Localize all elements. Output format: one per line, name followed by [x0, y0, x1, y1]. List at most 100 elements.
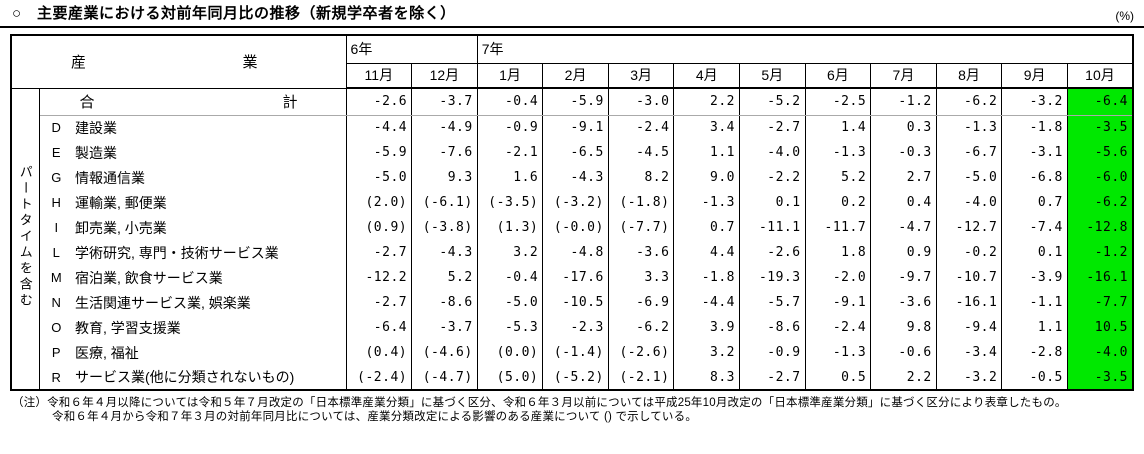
value-cell: -2.2	[739, 165, 806, 190]
industry-name: 運輸業, 郵便業	[75, 194, 167, 211]
value-cell: -1.8	[1001, 115, 1068, 140]
side-label-cell: パートタイムを含む	[11, 88, 40, 390]
industry-row: M 宿泊業, 飲食サービス業 -12.2 5.2 -0.4 -17.6 3.3 -1.8 -19…	[11, 265, 1133, 290]
industry-code: P	[51, 345, 61, 360]
unit-label: (%)	[1115, 9, 1134, 23]
value-cell: -2.4	[804, 315, 871, 340]
industry-code: O	[51, 320, 62, 335]
value-cell: -5.0	[345, 165, 412, 190]
month-header: 4月	[673, 63, 740, 89]
value-cell: -1.3	[804, 340, 871, 365]
value-cell: -2.4	[607, 115, 674, 140]
industry-row: H 運輸業, 郵便業 (2.0) (-6.1) (-3.5) (-3.2) (-1.8) -1…	[11, 190, 1133, 215]
value-cell: -1.3	[804, 140, 871, 165]
value-cell: -7.7	[1066, 290, 1133, 315]
value-cell: -4.0	[739, 140, 806, 165]
year-group-7: 7年	[476, 35, 1133, 64]
value-cell: -3.2	[935, 365, 1002, 390]
value-cell: -6.2	[935, 88, 1002, 116]
value-cell: -3.1	[1001, 140, 1068, 165]
footnote-line-2: 令和６年４月から令和７年３月の対前年同月比については、産業分類改定による影響のあ…	[52, 411, 698, 423]
table-body: パートタイムを含む合計 -2.6 -3.7 -0.4 -5.9 -3.0 2.2 -5.2 -2…	[11, 88, 1133, 390]
value-cell: 5.2	[411, 265, 478, 290]
industry-code: E	[51, 145, 61, 160]
industry-code: M	[50, 270, 62, 285]
value-cell: 0.3	[870, 115, 937, 140]
industry-name: 医療, 福祉	[75, 344, 139, 361]
industry-name: 製造業	[75, 144, 117, 161]
value-cell: (0.9)	[345, 215, 412, 240]
value-cell: -9.1	[542, 115, 609, 140]
value-cell: -3.6	[870, 290, 937, 315]
value-cell: -5.9	[345, 140, 412, 165]
value-cell: -5.9	[542, 88, 609, 116]
value-cell: -0.4	[476, 88, 543, 116]
value-cell: -1.3	[673, 190, 740, 215]
value-cell: -4.5	[607, 140, 674, 165]
value-cell: 2.2	[870, 365, 937, 390]
value-cell: -4.0	[1066, 340, 1133, 365]
value-cell: 8.3	[673, 365, 740, 390]
value-cell: (0.4)	[345, 340, 412, 365]
value-cell: -16.1	[935, 290, 1002, 315]
value-cell: 0.1	[739, 190, 806, 215]
industry-code: L	[52, 245, 60, 260]
value-cell: -8.6	[411, 290, 478, 315]
month-header: 1月	[476, 63, 543, 89]
value-cell: -3.0	[607, 88, 674, 116]
value-cell: -5.3	[476, 315, 543, 340]
value-cell: -2.6	[345, 88, 412, 116]
value-cell: -4.0	[935, 190, 1002, 215]
value-cell: -2.7	[739, 115, 806, 140]
industry-row: G 情報通信業 -5.0 9.3 1.6 -4.3 8.2 9.0 -2.2 5.2 2.7 -5.0…	[11, 165, 1133, 190]
month-header: 3月	[607, 63, 674, 89]
industry-row: R サービス業(他に分類されないもの) (-2.4) (-4.7) (5.0) (-5.2…	[11, 365, 1133, 390]
value-cell: 4.4	[673, 240, 740, 265]
value-cell: -6.4	[345, 315, 412, 340]
value-cell: -2.0	[804, 265, 871, 290]
value-cell: -2.6	[739, 240, 806, 265]
value-cell: (-2.6)	[607, 340, 674, 365]
footnote: （注）令和６年４月以降については令和５年７月改定の「日本標準産業分類」に基づく区…	[12, 396, 1144, 424]
industry-row: L 学術研究, 専門・技術サービス業 -2.7 -4.3 3.2 -4.8 -3.6 4.4-…	[11, 240, 1133, 265]
industry-row: O 教育, 学習支援業 -6.4 -3.7 -5.3 -2.3 -6.2 3.9 -8.6 -2.…	[11, 315, 1133, 340]
value-cell: 0.4	[870, 190, 937, 215]
month-header: 11月	[345, 63, 412, 89]
month-header: 12月	[411, 63, 478, 89]
value-cell: (-4.6)	[411, 340, 478, 365]
value-cell: -1.8	[673, 265, 740, 290]
footnote-line-1: （注）令和６年４月以降については令和５年７月改定の「日本標準産業分類」に基づく区…	[12, 397, 1067, 409]
value-cell: -3.5	[1066, 115, 1133, 140]
value-cell: -2.3	[542, 315, 609, 340]
value-cell: (0.0)	[476, 340, 543, 365]
industry-name: 宿泊業, 飲食サービス業	[75, 269, 223, 286]
value-cell: -4.3	[411, 240, 478, 265]
value-cell: -5.2	[739, 88, 806, 116]
month-header: 6月	[804, 63, 871, 89]
value-cell: (-7.7)	[607, 215, 674, 240]
value-cell: 3.9	[673, 315, 740, 340]
month-header: 8月	[935, 63, 1002, 89]
value-cell: -4.7	[870, 215, 937, 240]
value-cell: -6.2	[1066, 190, 1133, 215]
month-header: 2月	[542, 63, 609, 89]
value-cell: -0.9	[476, 115, 543, 140]
value-cell: -4.4	[345, 115, 412, 140]
industry-name: 情報通信業	[75, 169, 145, 186]
value-cell: 8.2	[607, 165, 674, 190]
industry-code: D	[51, 120, 61, 136]
industry-code: H	[51, 195, 61, 210]
value-cell: -2.7	[345, 240, 412, 265]
value-cell: -4.4	[673, 290, 740, 315]
value-cell: (1.3)	[476, 215, 543, 240]
industry-row: N 生活関連サービス業, 娯楽業 -2.7 -8.6 -5.0 -10.5 -6.9 -4.4…	[11, 290, 1133, 315]
value-cell: -1.1	[1001, 290, 1068, 315]
value-cell: 3.3	[607, 265, 674, 290]
value-cell: -3.5	[1066, 365, 1133, 390]
value-cell: 2.2	[673, 88, 740, 116]
month-header: 5月	[739, 63, 806, 89]
value-cell: -17.6	[542, 265, 609, 290]
industry-name: 生活関連サービス業, 娯楽業	[75, 294, 251, 311]
value-cell: -12.8	[1066, 215, 1133, 240]
industry-name: 建設業	[75, 119, 117, 136]
